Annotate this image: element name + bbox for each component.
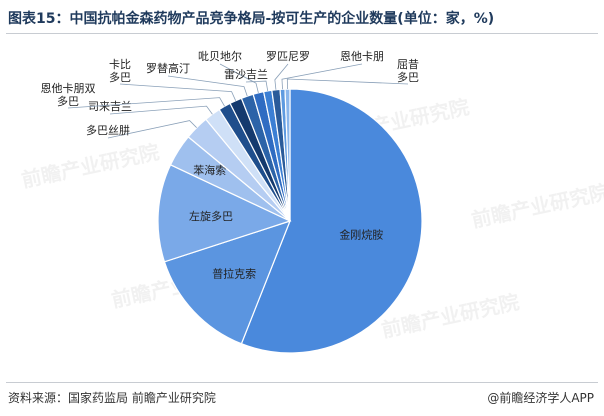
pie-slice xyxy=(284,88,291,222)
slice-label: 罗替高汀 xyxy=(146,61,190,75)
slice-label: 多巴丝肼 xyxy=(86,123,130,137)
leader-line xyxy=(107,120,197,139)
leader-line xyxy=(245,80,269,91)
leader-line xyxy=(219,63,259,93)
slice-label: 普拉克索 xyxy=(212,266,256,280)
slice-label: 罗匹尼罗 xyxy=(266,50,310,63)
leader-line xyxy=(109,105,213,115)
pie-slice xyxy=(240,88,423,354)
pie-slice xyxy=(157,163,292,263)
leader-line xyxy=(286,78,409,90)
leader-line xyxy=(281,63,363,90)
slice-label: 金刚烷胺 xyxy=(339,228,383,242)
chart-title: 图表15：中国抗帕金森药物产品竞争格局-按可生产的企业数量(单位：家，%) xyxy=(8,11,495,27)
slice-label: 左旋多巴 xyxy=(189,209,233,223)
slice-label: 吡贝地尔 xyxy=(198,50,242,63)
slice-label: 司来吉兰 xyxy=(88,100,132,113)
footer-source: 资料来源：国家药监局 前瞻产业研究院 xyxy=(8,391,216,405)
title-divider xyxy=(6,33,598,34)
slice-label: 卡比多巴 xyxy=(109,58,131,84)
footer-divider xyxy=(6,382,598,383)
slice-label: 苯海索 xyxy=(193,163,226,177)
leader-line xyxy=(274,63,289,90)
leader-line xyxy=(167,75,248,97)
slice-label: 恩他卡朋 xyxy=(340,50,384,63)
footer-brand: @前瞻经济学人APP xyxy=(487,391,594,405)
slice-label: 屈昔多巴 xyxy=(397,58,419,84)
leader-line xyxy=(67,97,225,109)
slice-label: 恩他卡朋双多巴 xyxy=(41,82,96,108)
slice-label: 雷沙吉兰 xyxy=(224,68,268,81)
leader-line xyxy=(119,83,237,101)
